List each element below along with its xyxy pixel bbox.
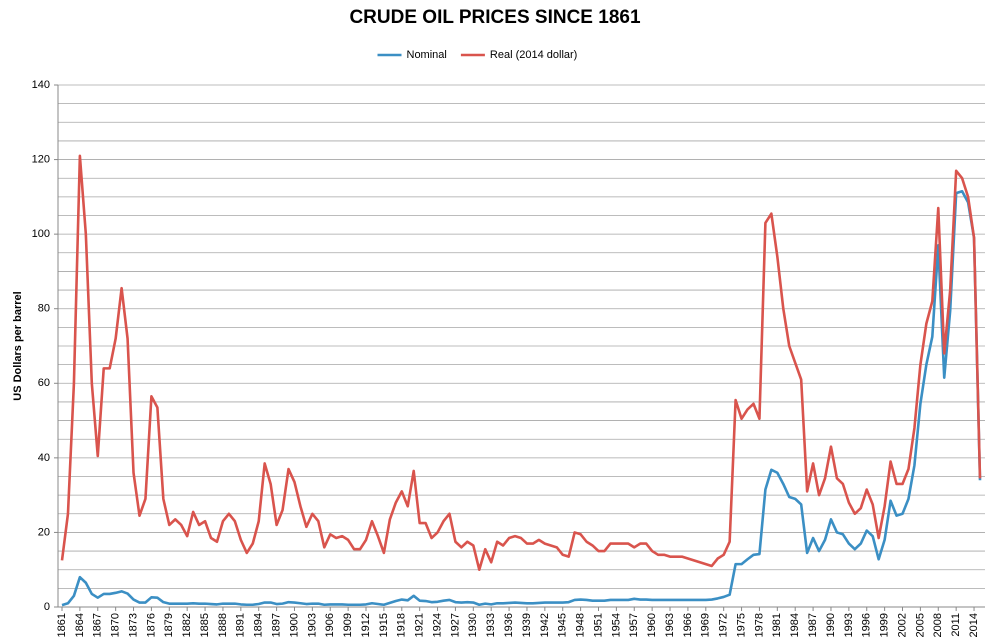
x-tick-label: 1891: [235, 613, 247, 637]
x-tick-label: 1981: [771, 613, 783, 637]
x-tick-label: 2005: [914, 613, 926, 637]
y-tick-label: 80: [38, 303, 50, 315]
x-tick-label: 1975: [735, 613, 747, 637]
x-tick-label: 1987: [807, 613, 819, 637]
x-tick-label: 1873: [127, 613, 139, 637]
x-tick-label: 1861: [56, 613, 68, 637]
x-tick-label: 1867: [92, 613, 104, 637]
x-tick-label: 1906: [324, 613, 336, 637]
legend-label: Nominal: [407, 49, 447, 61]
y-tick-label: 20: [38, 526, 50, 538]
chart-title: CRUDE OIL PRICES SINCE 1861: [349, 7, 641, 28]
y-tick-label: 40: [38, 452, 50, 464]
x-tick-label: 2002: [896, 613, 908, 637]
x-tick-label: 1912: [360, 613, 372, 637]
y-tick-label: 0: [44, 601, 50, 613]
x-tick-label: 1996: [861, 613, 873, 637]
x-tick-label: 1870: [110, 613, 122, 637]
x-tick-label: 1951: [592, 613, 604, 637]
legend-label: Real (2014 dollar): [490, 49, 577, 61]
y-axis-label: US Dollars per barrel: [12, 291, 24, 400]
data-line: [61, 189, 982, 607]
y-tick-label: 60: [38, 377, 50, 389]
x-tick-label: 1936: [503, 613, 515, 637]
x-tick-label: 1972: [718, 613, 730, 637]
x-tick-label: 1963: [664, 613, 676, 637]
y-tick-label: 140: [32, 79, 50, 91]
x-tick-label: 2011: [950, 613, 962, 637]
x-tick-label: 1960: [646, 613, 658, 637]
x-tick-label: 2008: [932, 613, 944, 637]
x-tick-label: 1969: [700, 613, 712, 637]
x-tick-label: 1993: [843, 613, 855, 637]
x-tick-label: 1945: [557, 613, 569, 637]
x-tick-label: 1900: [288, 613, 300, 637]
x-tick-label: 1897: [271, 613, 283, 637]
x-tick-label: 1921: [414, 613, 426, 637]
x-tick-label: 1942: [539, 613, 551, 637]
x-tick-label: 1966: [682, 613, 694, 637]
x-tick-label: 1990: [825, 613, 837, 637]
x-tick-label: 1978: [753, 613, 765, 637]
x-tick-label: 1915: [378, 613, 390, 637]
x-tick-label: 1894: [253, 613, 265, 637]
x-tick-label: 1888: [217, 613, 229, 637]
x-tick-label: 1939: [521, 613, 533, 637]
x-tick-label: 1903: [306, 613, 318, 637]
y-tick-label: 100: [32, 228, 50, 240]
x-tick-label: 1879: [163, 613, 175, 637]
x-tick-label: 1930: [467, 613, 479, 637]
x-tick-label: 1909: [342, 613, 354, 637]
x-tick-label: 1864: [74, 613, 86, 637]
y-tick-label: 120: [32, 153, 50, 165]
x-tick-label: 1876: [145, 613, 157, 637]
x-tick-label: 1882: [181, 613, 193, 637]
x-tick-label: 2014: [968, 613, 980, 637]
x-tick-label: 1948: [575, 613, 587, 637]
data-line: [60, 154, 982, 572]
x-tick-label: 1954: [610, 613, 622, 637]
x-tick-label: 1927: [449, 613, 461, 637]
x-tick-label: 1924: [431, 613, 443, 637]
x-tick-label: 1918: [396, 613, 408, 637]
x-tick-label: 1999: [879, 613, 891, 637]
x-tick-label: 1933: [485, 613, 497, 637]
x-tick-label: 1957: [628, 613, 640, 637]
x-tick-label: 1984: [789, 613, 801, 637]
x-tick-label: 1885: [199, 613, 211, 637]
